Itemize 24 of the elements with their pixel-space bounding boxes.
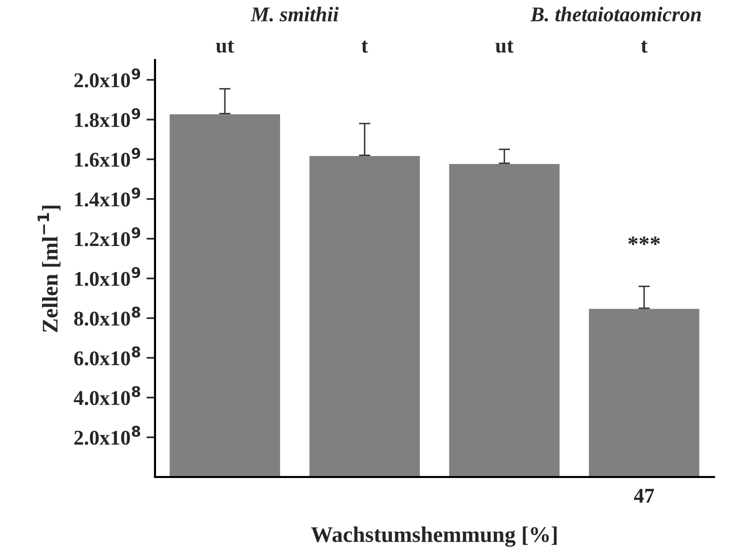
y-tick-label: 1.8x10$^{9}$: [75, 108, 140, 128]
y-tick-label: 1.0x10$^{9}$: [75, 266, 140, 286]
annotation: ***: [628, 236, 660, 245]
bar: [168, 112, 282, 477]
y-tick-label: 1.4x10$^{9}$: [75, 188, 140, 207]
text: t: [361, 40, 368, 53]
text: ut: [495, 40, 514, 53]
x-axis-title: Wachstumshemmung [%]: [311, 526, 557, 547]
y-tick-label: 1.2x10$^{9}$: [75, 227, 140, 246]
bar: [308, 154, 422, 477]
text: t: [640, 40, 648, 53]
y-tick-label: 2.0x10$^{9}$: [74, 68, 140, 88]
bar: [448, 162, 561, 477]
y-tick-label: 6.0x10$^{8}$: [74, 346, 140, 366]
text: B. thetaiotaomicron: [530, 6, 701, 22]
y-tick-label: 2.0x10$^{8}$: [74, 426, 140, 445]
y-axis-title: Zellen [ml$^{−1}$]: [38, 206, 60, 332]
text: M. smithii: [250, 6, 339, 22]
y-tick-label: 4.0x10$^{8}$: [74, 386, 140, 406]
y-tick-label: 1.6x10$^{9}$: [75, 148, 140, 167]
x-tick-label: 47: [634, 488, 654, 503]
bar: [588, 308, 701, 477]
y-tick-label: 8.0x10$^{8}$: [74, 306, 140, 326]
text: ut: [216, 40, 234, 53]
